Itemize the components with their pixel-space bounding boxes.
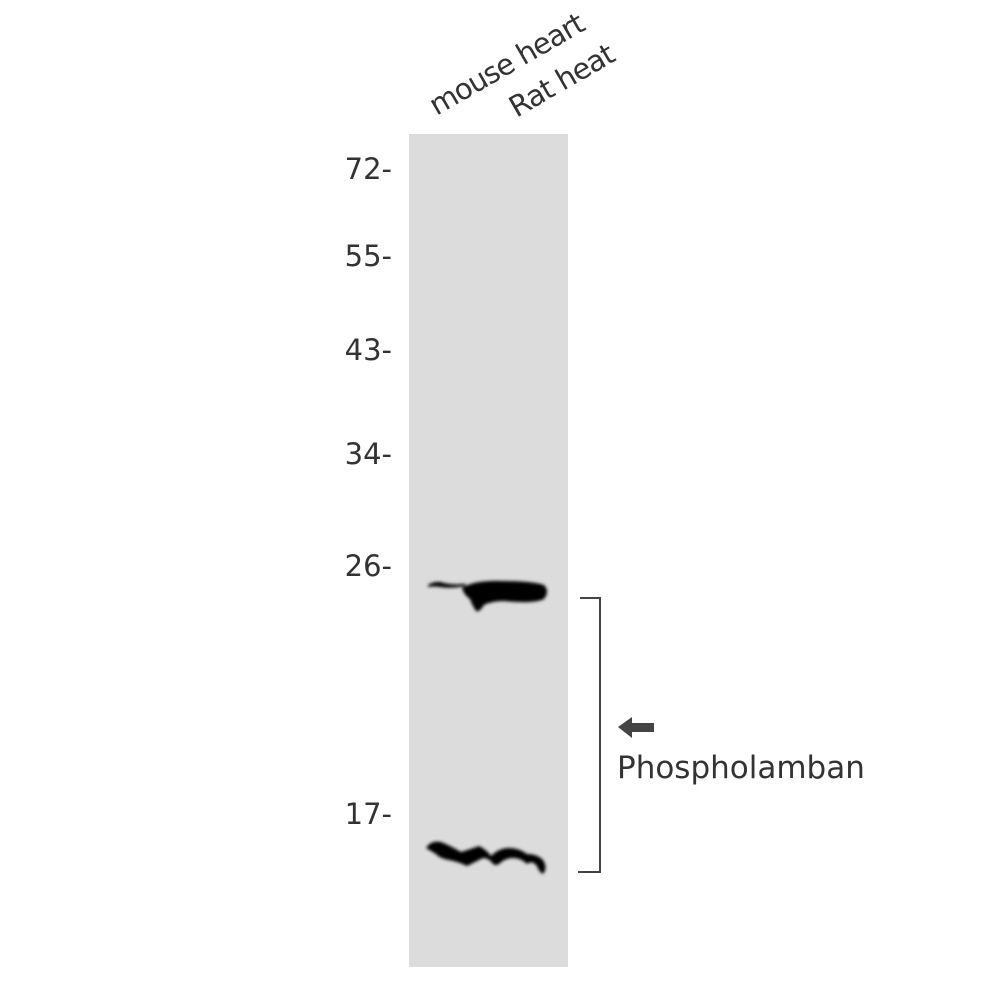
marker-26: 26- xyxy=(344,549,392,583)
membrane xyxy=(409,134,568,967)
marker-34: 34- xyxy=(344,437,392,471)
arrow-left-icon xyxy=(618,717,654,738)
band-lower xyxy=(426,841,546,874)
target-label: Phospholamban xyxy=(617,750,865,786)
marker-72: 72- xyxy=(344,152,392,186)
bracket xyxy=(578,597,601,873)
marker-43: 43- xyxy=(344,333,392,367)
marker-55: 55- xyxy=(344,239,392,273)
band-upper-faint xyxy=(428,581,466,588)
band-upper xyxy=(462,580,547,612)
marker-17: 17- xyxy=(344,797,392,831)
